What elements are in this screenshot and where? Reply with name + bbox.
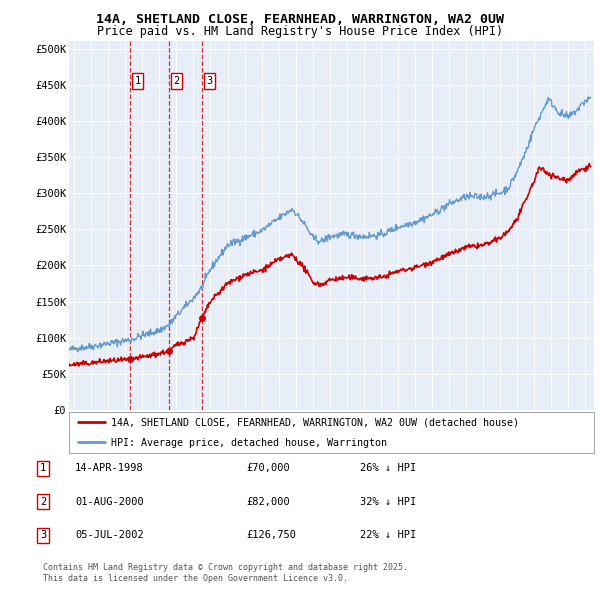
Text: £82,000: £82,000: [246, 497, 290, 507]
Text: This data is licensed under the Open Government Licence v3.0.: This data is licensed under the Open Gov…: [43, 574, 348, 583]
Text: £126,750: £126,750: [246, 530, 296, 540]
Text: 05-JUL-2002: 05-JUL-2002: [75, 530, 144, 540]
Text: 14A, SHETLAND CLOSE, FEARNHEAD, WARRINGTON, WA2 0UW (detached house): 14A, SHETLAND CLOSE, FEARNHEAD, WARRINGT…: [111, 418, 519, 427]
Text: 32% ↓ HPI: 32% ↓ HPI: [360, 497, 416, 507]
Text: 2: 2: [173, 76, 180, 86]
Text: HPI: Average price, detached house, Warrington: HPI: Average price, detached house, Warr…: [111, 438, 387, 447]
Text: Price paid vs. HM Land Registry's House Price Index (HPI): Price paid vs. HM Land Registry's House …: [97, 25, 503, 38]
Text: 1: 1: [134, 76, 140, 86]
Text: £70,000: £70,000: [246, 463, 290, 473]
Text: 14-APR-1998: 14-APR-1998: [75, 463, 144, 473]
Text: Contains HM Land Registry data © Crown copyright and database right 2025.: Contains HM Land Registry data © Crown c…: [43, 563, 408, 572]
Text: 26% ↓ HPI: 26% ↓ HPI: [360, 463, 416, 473]
Text: 22% ↓ HPI: 22% ↓ HPI: [360, 530, 416, 540]
Text: 01-AUG-2000: 01-AUG-2000: [75, 497, 144, 507]
Text: 14A, SHETLAND CLOSE, FEARNHEAD, WARRINGTON, WA2 0UW: 14A, SHETLAND CLOSE, FEARNHEAD, WARRINGT…: [96, 13, 504, 26]
Text: 1: 1: [40, 463, 46, 473]
Text: 3: 3: [206, 76, 212, 86]
Text: 3: 3: [40, 530, 46, 540]
Text: 2: 2: [40, 497, 46, 507]
